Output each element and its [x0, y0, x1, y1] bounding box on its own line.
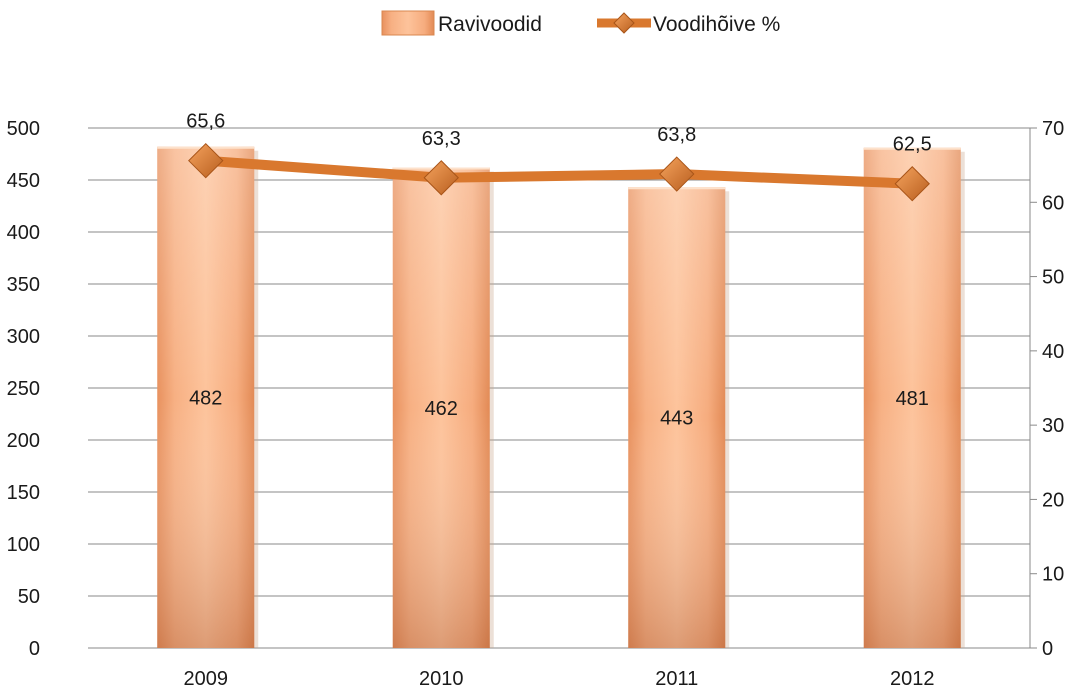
series-line — [200, 155, 918, 189]
y-right-tick-label: 60 — [1042, 192, 1064, 214]
bar-data-label: 443 — [660, 408, 693, 430]
legend-swatch-marker — [613, 12, 635, 34]
y-left-tick-label: 300 — [7, 326, 40, 348]
line-point-marker — [188, 142, 224, 179]
bar-shade — [157, 146, 255, 648]
legend-label-line: Voodihõive % — [653, 13, 780, 36]
bar-shade — [863, 147, 961, 648]
legend-item-line: Voodihõive % — [597, 12, 780, 36]
line-point-marker — [894, 166, 930, 202]
y-left-tick-label: 200 — [7, 430, 40, 452]
y-right-tick-label: 70 — [1042, 118, 1064, 140]
bar-data-label: 462 — [425, 398, 458, 420]
legend-swatch-bar — [381, 10, 435, 36]
line-data-label: 62,5 — [893, 134, 932, 156]
x-tick-label: 2011 — [655, 668, 698, 690]
x-tick-label: 2009 — [184, 668, 229, 690]
bar-shade — [628, 187, 726, 648]
bar-series — [157, 146, 965, 648]
bar-shade — [392, 167, 490, 648]
x-tick-label: 2012 — [890, 668, 935, 690]
line-data-label: 63,8 — [657, 124, 696, 146]
y-right-tick-label: 30 — [1042, 415, 1064, 437]
y-left-tick-label: 350 — [7, 274, 40, 296]
x-tick-label: 2010 — [419, 668, 464, 690]
data-labels: 482 462 443 481 65,6 63,3 63,8 62,5 — [186, 111, 931, 430]
y-left-tick-label: 100 — [7, 534, 40, 556]
y-left-tick-label: 250 — [7, 378, 40, 400]
y-left-tick-label: 0 — [29, 638, 40, 660]
line-point-marker — [423, 160, 459, 196]
line-data-label: 65,6 — [186, 111, 225, 133]
y-right-tick-label: 20 — [1042, 489, 1064, 511]
y-right-tick-label: 40 — [1042, 341, 1064, 363]
y-left-tick-label: 500 — [7, 118, 40, 140]
line-series — [188, 142, 930, 202]
y-left-tick-label: 150 — [7, 482, 40, 504]
bar-data-label: 481 — [896, 388, 929, 410]
line-point-marker — [659, 156, 695, 192]
legend-label-bars: Ravivoodid — [438, 13, 542, 36]
bar-data-label: 482 — [189, 387, 222, 409]
line-data-label: 63,3 — [422, 128, 461, 150]
y-left-tick-label: 400 — [7, 222, 40, 244]
y-right-tick-label: 0 — [1042, 638, 1053, 660]
y-left-tick-label: 50 — [18, 586, 40, 608]
y-left-tick-label: 450 — [7, 170, 40, 192]
y-right-tick-label: 10 — [1042, 564, 1064, 586]
legend: Ravivoodid Voodihõive % — [381, 10, 780, 36]
axes: 0 50 100 150 200 250 300 350 400 450 500 0 10 20 30 40 5… — [7, 118, 1065, 690]
legend-item-bars: Ravivoodid — [381, 10, 542, 36]
y-right-tick-label: 50 — [1042, 267, 1064, 289]
